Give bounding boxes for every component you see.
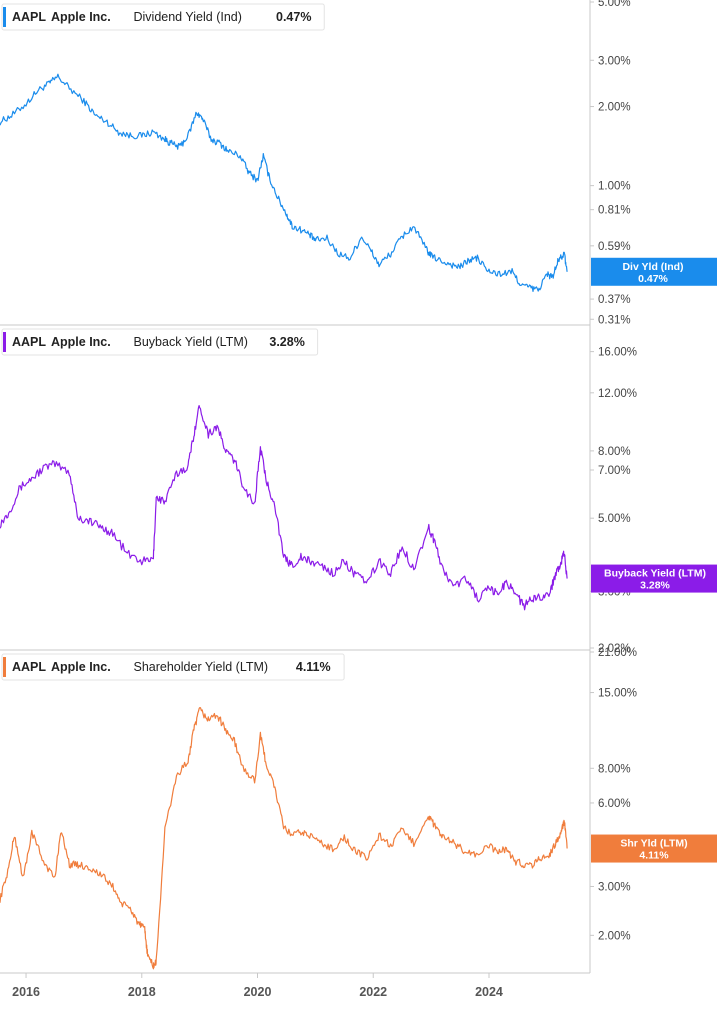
legend-metric: Dividend Yield (Ind) (134, 10, 242, 24)
series-line (0, 707, 568, 970)
legend-color-swatch (3, 657, 6, 677)
chart-panel: 16.00%12.00%8.00%7.00%5.00%3.00%2.02%Buy… (0, 328, 717, 655)
last-value-pill (591, 564, 717, 593)
x-tick-label: 2016 (12, 985, 40, 999)
y-tick-label: 21.00% (598, 647, 637, 659)
x-tick-label: 2024 (475, 985, 503, 999)
y-tick-label: 8.00% (598, 763, 631, 775)
legend-metric: Buyback Yield (LTM) (134, 335, 248, 349)
last-value-amount: 4.11% (639, 850, 669, 862)
y-tick-label: 0.81% (598, 205, 631, 217)
last-value-name: Shr Yld (LTM) (620, 838, 687, 850)
y-tick-label: 7.00% (598, 465, 631, 477)
chart-panel: 5.00% 3.00% 2.00% 1.00% 0.81% 0.59% 0.37% 0.31%… (0, 0, 717, 326)
legend-ticker: AAPL (12, 660, 46, 674)
legend-value: 3.28% (269, 335, 304, 349)
series-line (0, 405, 568, 611)
y-tick-label: 2.00% (598, 930, 631, 942)
legend-company: Apple Inc. (51, 335, 111, 349)
y-tick-label: 3.00% (598, 881, 631, 893)
legend-company: Apple Inc. (51, 660, 111, 674)
legend-color-swatch (3, 332, 6, 352)
y-tick-label: 0.31% (598, 314, 631, 326)
legend-value: 4.11% (296, 660, 331, 674)
legend-box (1, 3, 325, 31)
x-tick-label: 2022 (359, 985, 387, 999)
last-value-name: Buyback Yield (LTM) (604, 568, 706, 580)
last-value-amount: 0.47% (638, 273, 668, 285)
y-tick-label: 3.00% (598, 55, 631, 67)
y-tick-label: 12.00% (598, 388, 637, 400)
y-tick-label: 6.00% (598, 798, 631, 810)
legend-metric: Shareholder Yield (LTM) (134, 660, 269, 674)
legend-company: Apple Inc. (51, 10, 111, 24)
legend-ticker: AAPL (12, 10, 46, 24)
legend-value: 0.47% (276, 10, 311, 24)
y-tick-label: 16.00% (598, 347, 637, 359)
y-tick-label: 15.00% (598, 688, 637, 700)
x-axis: 2016 2018 2020 2022 2024 (12, 973, 503, 999)
legend-box (1, 328, 319, 356)
legend-color-swatch (3, 7, 6, 27)
y-tick-label: 2.02% (598, 643, 631, 655)
last-value-amount: 3.28% (640, 580, 670, 592)
series-line (0, 73, 568, 292)
legend[interactable]: AAPL Apple Inc. Dividend Yield (Ind) 0.47% (1, 3, 325, 31)
legend-ticker: AAPL (12, 335, 46, 349)
y-tick-label: 5.00% (598, 513, 631, 525)
y-tick-label: 2.00% (598, 102, 631, 114)
last-value-name: Div Yld (Ind) (622, 261, 683, 273)
x-tick-label: 2020 (244, 985, 272, 999)
last-value-label: Shr Yld (LTM)4.11% (591, 834, 717, 863)
last-value-pill (591, 257, 717, 286)
last-value-label: Div Yld (Ind)0.47% (591, 257, 717, 286)
y-tick-label: 1.00% (598, 181, 631, 193)
y-tick-label: 0.59% (598, 241, 631, 253)
last-value-pill (591, 834, 717, 863)
chart-panel: 21.00% 15.00% 8.00% 6.00% 3.00% 2.00% Shr Yld … (0, 647, 717, 970)
y-tick-label: 0.37% (598, 294, 631, 306)
y-tick-label: 5.00% (598, 0, 631, 9)
legend[interactable]: AAPL Apple Inc. Buyback Yield (LTM) 3.28% (1, 328, 319, 356)
legend[interactable]: AAPL Apple Inc. Shareholder Yield (LTM) 4.1… (1, 653, 345, 681)
x-tick-label: 2018 (128, 985, 156, 999)
y-tick-label: 8.00% (598, 446, 631, 458)
last-value-label: Buyback Yield (LTM)3.28% (591, 564, 717, 593)
legend-box (1, 653, 345, 681)
